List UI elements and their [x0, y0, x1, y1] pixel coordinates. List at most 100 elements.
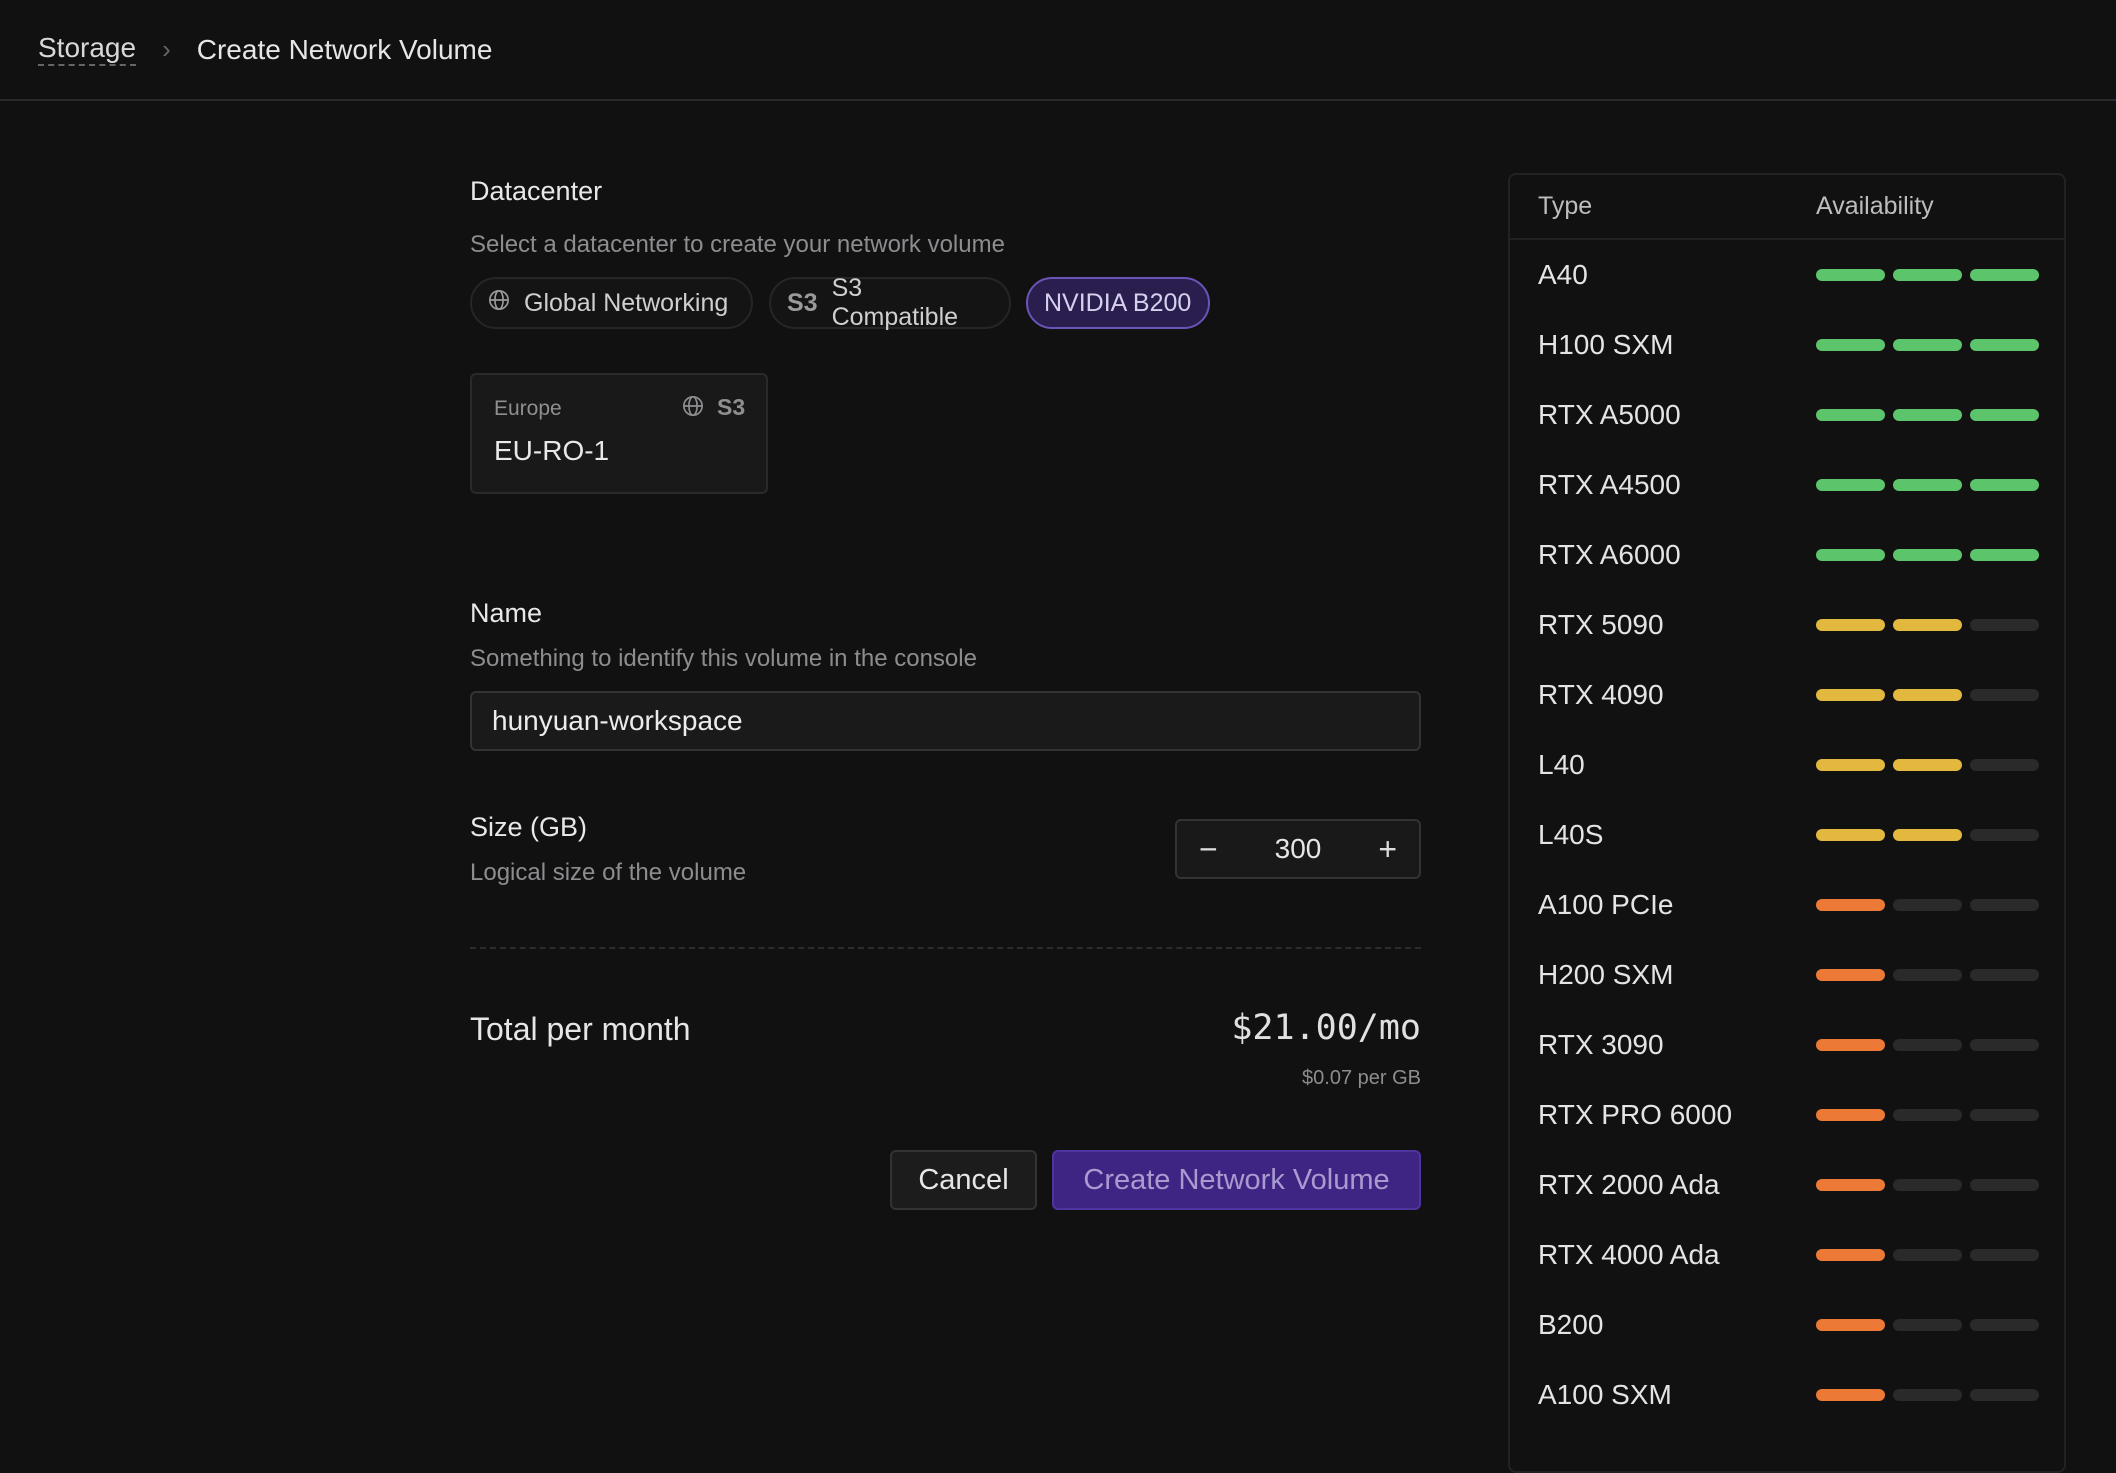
globe-icon: [488, 289, 510, 318]
total-price: $21.00/mo: [1231, 1008, 1421, 1048]
chevron-right-icon: ›: [162, 34, 171, 64]
filter-global-networking[interactable]: Global Networking: [470, 277, 753, 329]
availability-bar-empty: [1893, 1319, 1962, 1331]
availability-bar-filled: [1970, 269, 2039, 281]
name-description: Something to identify this volume in the…: [470, 645, 977, 672]
size-value[interactable]: 300: [1274, 833, 1322, 864]
name-label: Name: [470, 598, 543, 628]
availability-bar-filled: [1893, 479, 1962, 491]
gpu-type: H100 SXM: [1538, 329, 1674, 360]
table-row: A100 PCIe: [1510, 870, 2064, 940]
gpu-availability-table: Type Availability A40 H100 SXM RTX A5000 RT…: [1508, 173, 2066, 1473]
create-network-volume-button[interactable]: Create Network Volume: [1052, 1150, 1421, 1210]
region-label: Europe: [494, 397, 562, 420]
availability-indicator: [1816, 1249, 2039, 1261]
decrement-button[interactable]: −: [1199, 830, 1218, 867]
availability-indicator: [1816, 1109, 2039, 1121]
availability-indicator: [1816, 549, 2039, 561]
availability-indicator: [1816, 759, 2039, 771]
datacenter-name: EU-RO-1: [494, 435, 610, 466]
cancel-button[interactable]: Cancel: [890, 1150, 1037, 1210]
s3-icon: S3: [787, 288, 818, 317]
availability-bar-empty: [1893, 1109, 1962, 1121]
availability-bar-filled: [1816, 899, 1885, 911]
table-row: H200 SXM: [1510, 940, 2064, 1010]
availability-bar-empty: [1970, 1179, 2039, 1191]
availability-bar-filled: [1816, 689, 1885, 701]
availability-bar-empty: [1893, 899, 1962, 911]
availability-bar-empty: [1970, 1249, 2039, 1261]
datacenter-description: Select a datacenter to create your netwo…: [470, 231, 1005, 258]
availability-bar-filled: [1816, 1249, 1885, 1261]
filter-label: NVIDIA B200: [1044, 288, 1192, 317]
availability-bar-filled: [1816, 409, 1885, 421]
availability-indicator: [1816, 409, 2039, 421]
gpu-type: L40: [1538, 749, 1585, 780]
filter-s3-compatible[interactable]: S3 S3 Compatible: [769, 274, 1011, 331]
gpu-type: A100 PCIe: [1538, 889, 1674, 920]
availability-bar-empty: [1970, 1039, 2039, 1051]
table-row: RTX 3090: [1510, 1010, 2064, 1080]
filter-label: S3 Compatible: [831, 274, 959, 331]
availability-bar-filled: [1816, 619, 1885, 631]
availability-indicator: [1816, 829, 2039, 841]
datacenter-option-eu-ro-1[interactable]: Europe S3 EU-RO-1: [470, 373, 768, 494]
table-row: RTX 4000 Ada: [1510, 1220, 2064, 1290]
size-label: Size (GB): [470, 812, 588, 842]
gpu-type: RTX A5000: [1538, 399, 1681, 430]
availability-bar-filled: [1970, 409, 2039, 421]
table-row: H100 SXM: [1510, 310, 2064, 380]
availability-indicator: [1816, 969, 2039, 981]
availability-bar-filled: [1816, 549, 1885, 561]
increment-button[interactable]: +: [1378, 830, 1397, 867]
availability-indicator: [1816, 479, 2039, 491]
table-row: A40: [1510, 240, 2064, 310]
column-type: Type: [1538, 192, 1593, 220]
name-input[interactable]: [470, 691, 1421, 751]
table-row: RTX A6000: [1510, 520, 2064, 590]
availability-bar-filled: [1816, 829, 1885, 841]
availability-indicator: [1816, 619, 2039, 631]
availability-indicator: [1816, 269, 2039, 281]
gpu-type: RTX 4090: [1538, 679, 1664, 710]
s3-icon: S3: [717, 394, 746, 420]
availability-bar-empty: [1970, 899, 2039, 911]
availability-bar-filled: [1816, 1179, 1885, 1191]
table-row: RTX A4500: [1510, 450, 2064, 520]
globe-icon: [682, 395, 704, 422]
price-per-gb: $0.07 per GB: [1302, 1067, 1421, 1089]
availability-bar-filled: [1816, 269, 1885, 281]
size-stepper: − 300 +: [1175, 819, 1421, 879]
availability-bar-filled: [1816, 1039, 1885, 1051]
availability-bar-filled: [1816, 1109, 1885, 1121]
availability-bar-empty: [1970, 829, 2039, 841]
filter-nvidia-b200[interactable]: NVIDIA B200: [1026, 277, 1210, 329]
breadcrumb-storage-link[interactable]: Storage: [38, 32, 137, 66]
availability-bar-empty: [1893, 1389, 1962, 1401]
table-row: RTX 5090: [1510, 590, 2064, 660]
availability-bar-filled: [1893, 689, 1962, 701]
availability-indicator: [1816, 689, 2039, 701]
availability-indicator: [1816, 1179, 2039, 1191]
availability-bar-empty: [1893, 1039, 1962, 1051]
availability-bar-filled: [1893, 759, 1962, 771]
gpu-type: RTX PRO 6000: [1538, 1099, 1733, 1130]
availability-bar-filled: [1893, 269, 1962, 281]
gpu-type: RTX 4000 Ada: [1538, 1239, 1720, 1270]
table-row: RTX A5000: [1510, 380, 2064, 450]
gpu-type: RTX 5090: [1538, 609, 1664, 640]
table-row: B200: [1510, 1290, 2064, 1360]
availability-indicator: [1816, 1319, 2039, 1331]
availability-indicator: [1816, 1389, 2039, 1401]
table-row: RTX 4090: [1510, 660, 2064, 730]
availability-indicator: [1816, 1039, 2039, 1051]
availability-bar-filled: [1816, 759, 1885, 771]
availability-indicator: [1816, 899, 2039, 911]
availability-bar-filled: [1816, 1389, 1885, 1401]
availability-bar-filled: [1970, 549, 2039, 561]
availability-bar-empty: [1970, 759, 2039, 771]
gpu-type: RTX 3090: [1538, 1029, 1664, 1060]
table-header: Type Availability: [1510, 175, 2064, 240]
gpu-type: A40: [1538, 259, 1588, 290]
availability-bar-empty: [1893, 1249, 1962, 1261]
